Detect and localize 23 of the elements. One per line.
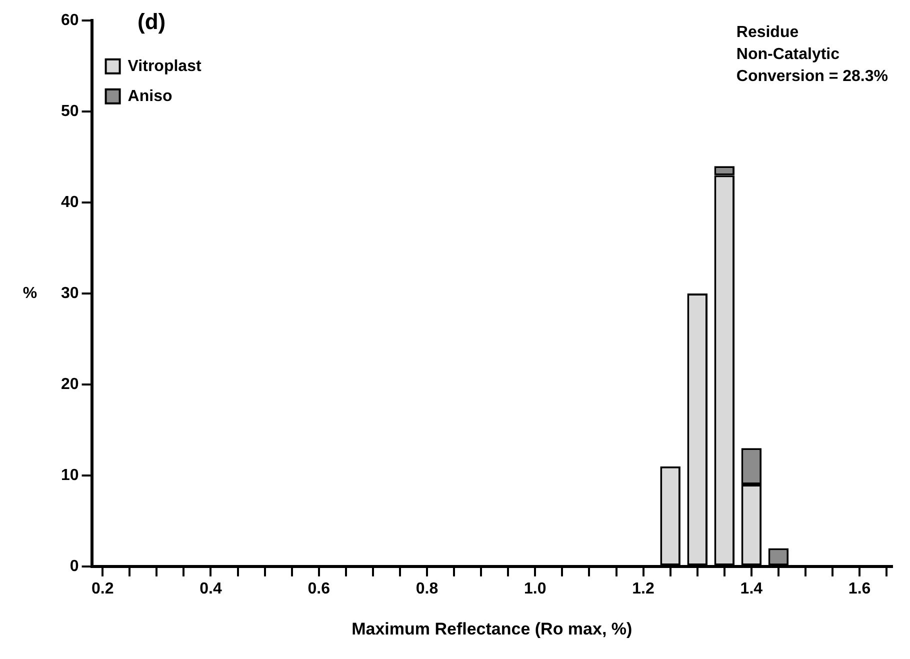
y-tick-label: 20 [61,376,79,393]
annotation: Residue [736,24,799,42]
y-tick-label: 10 [61,466,79,484]
x-tick-label: 0.6 [308,580,330,598]
y-tick-label: 40 [61,194,79,211]
legend-label: Aniso [128,88,172,105]
x-tick-label: 0.2 [91,580,114,598]
x-tick-label: 1.2 [632,580,655,598]
legend-label: Vitroplast [128,58,202,75]
y-tick-label: 50 [61,102,79,120]
annotation: Non-Catalytic [736,46,840,64]
x-tick-label: 0.8 [416,580,438,598]
x-tick-label: 1.0 [524,580,546,598]
x-tick-label: 1.6 [848,580,871,598]
annotation: (d) [138,9,166,34]
x-tick-label: 1.4 [740,580,763,598]
y-tick-label: 0 [70,558,79,575]
y-tick-label: 30 [61,284,79,302]
y-axis-title: % [22,284,38,302]
y-tick-label: 60 [61,12,79,30]
x-axis-title: Maximum Reflectance (Ro max, %) [352,619,632,638]
annotation: Conversion = 28.3% [736,68,888,86]
x-tick-label: 0.4 [200,580,222,598]
